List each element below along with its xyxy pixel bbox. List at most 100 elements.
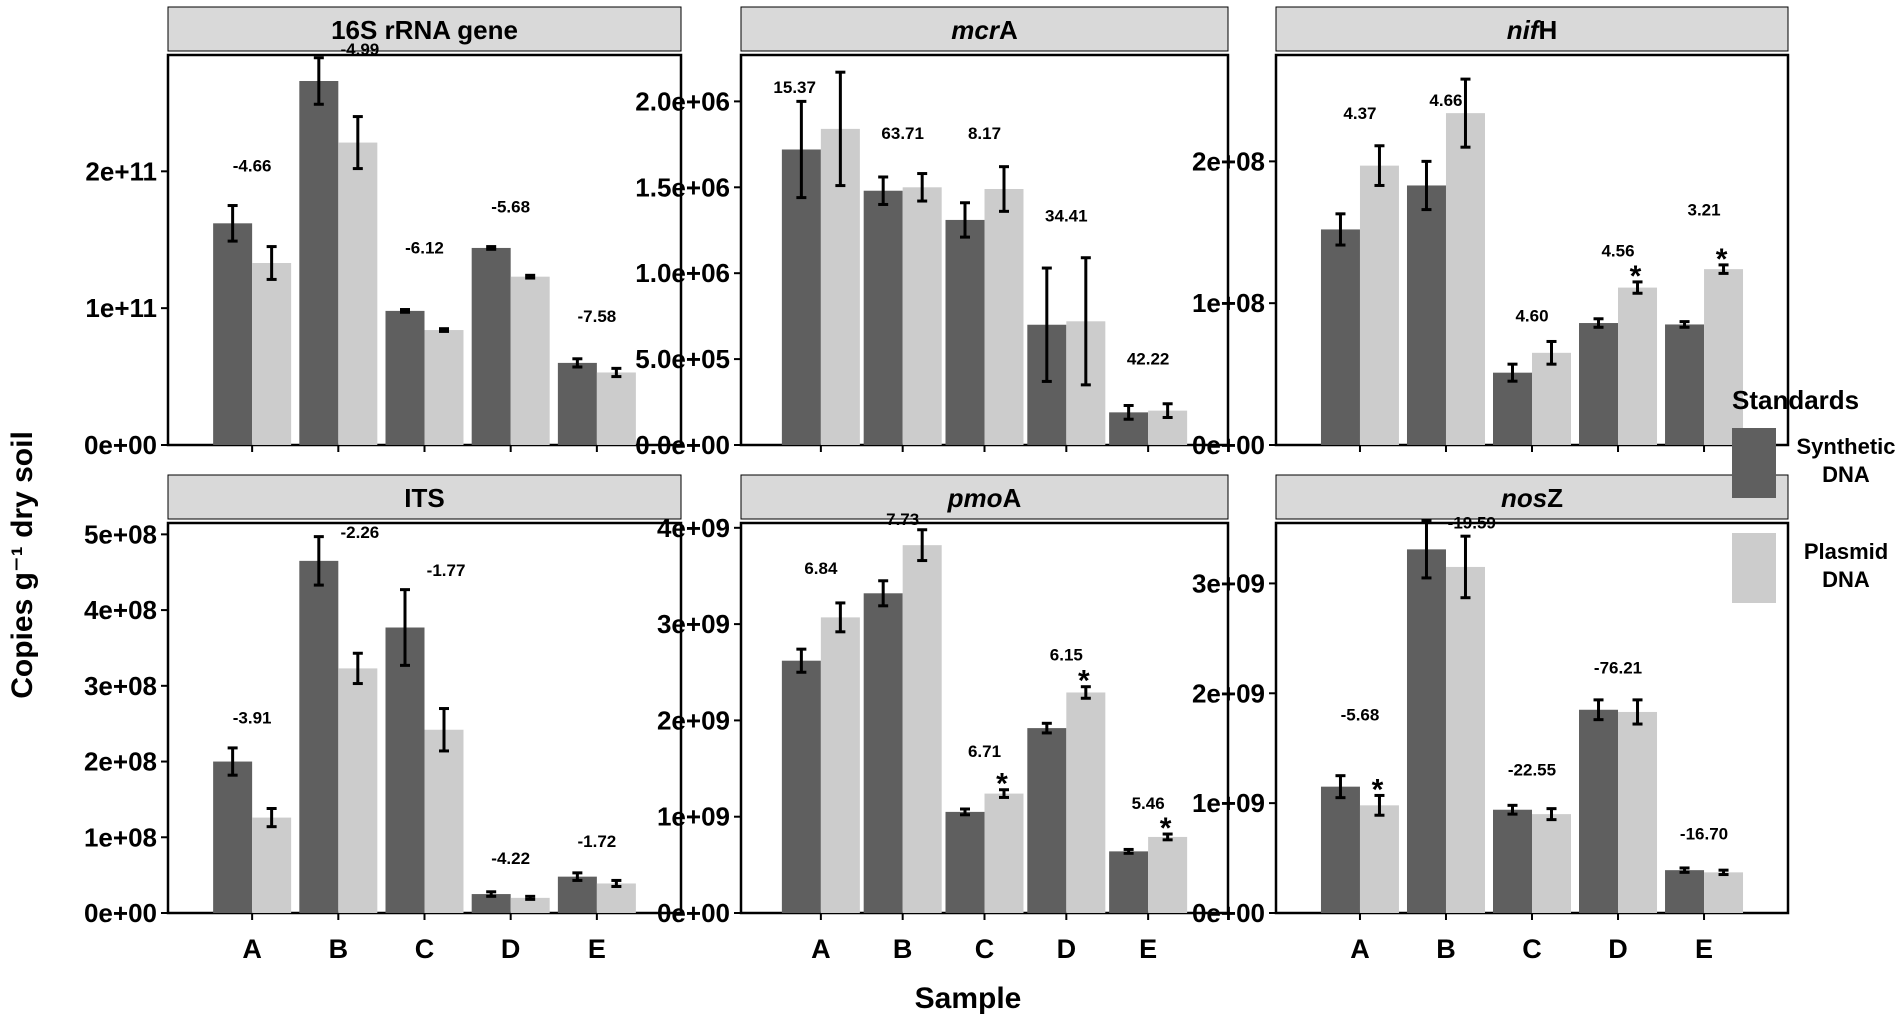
value-label: -2.26	[340, 523, 379, 542]
value-label: 6.71	[968, 742, 1001, 761]
significance-star: *	[1160, 812, 1172, 845]
bar-synthetic-c	[1493, 372, 1532, 445]
panel-strip	[740, 474, 1229, 520]
panel-strip	[1275, 474, 1789, 520]
bar-plasmid-c	[984, 189, 1024, 445]
legend-item-plasmid: Plasmid DNA	[1732, 533, 1888, 603]
bar-plasmid-b	[902, 545, 942, 913]
y-tick-label: 2e+11	[85, 156, 157, 186]
y-tick-label: 3e+08	[84, 671, 157, 701]
bar-plasmid-d	[510, 276, 550, 445]
panel-title: ITS	[404, 483, 444, 513]
significance-star: *	[1716, 243, 1728, 276]
value-label: 8.17	[968, 124, 1001, 143]
bar-synthetic-c	[945, 219, 985, 445]
value-label: 6.15	[1050, 646, 1083, 665]
panel-title: 16S rRNA gene	[331, 15, 518, 45]
panel-title: nifH	[1507, 15, 1558, 45]
panel-mcra: mcrA 0.0e+00 5.0e+05 1.0e+06 1.5e+06 2.0e+06 1…	[635, 6, 1230, 460]
bar-synthetic-e	[557, 876, 597, 913]
y-tick-label: 2e+09	[657, 705, 730, 735]
bar-plasmid-c	[424, 729, 464, 913]
x-axis-title: Sample	[915, 982, 1022, 1015]
panel-strip	[1275, 6, 1789, 52]
bar-synthetic-b	[1406, 185, 1446, 446]
bar-synthetic-c	[1493, 809, 1532, 913]
x-tick-label-a: A	[242, 934, 262, 964]
x-tick-label-a: A	[1350, 934, 1370, 964]
y-tick-label: 3e+09	[1192, 568, 1265, 598]
bar-synthetic-c	[945, 811, 985, 913]
legend-label: DNA	[1822, 462, 1870, 487]
panel-title: pmoA	[947, 483, 1022, 513]
x-tick-label-d: D	[1608, 934, 1628, 964]
y-tick-label: 1.5e+06	[635, 172, 730, 202]
value-label: 15.37	[773, 78, 816, 97]
bar-synthetic-b	[299, 560, 339, 913]
y-tick-label: 1e+11	[85, 293, 157, 323]
x-tick-label-d: D	[1057, 934, 1077, 964]
y-tick-label: 2e+08	[1192, 146, 1265, 176]
legend-key-swatch	[1732, 533, 1776, 603]
bar-plasmid-e	[596, 883, 636, 913]
bar-plasmid-e	[1704, 269, 1744, 445]
bar-synthetic-e	[557, 362, 597, 445]
bar-synthetic-d	[471, 247, 511, 445]
bar-plasmid-c	[984, 793, 1024, 913]
value-label: 3.21	[1687, 200, 1720, 219]
bar-synthetic-a	[213, 223, 253, 445]
significance-star: *	[1078, 665, 1090, 698]
value-label: 4.37	[1343, 104, 1376, 123]
value-label: -4.66	[233, 156, 272, 175]
y-tick-label: 1.0e+06	[635, 258, 730, 288]
bar-plasmid-e	[596, 372, 636, 445]
x-tick-label-c: C	[415, 934, 435, 964]
x-tick-label-e: E	[1695, 934, 1713, 964]
panel-16s-rrna-gene: 16S rRNA gene 0e+00 1e+11 2e+11 -4.66 -4.99 -6…	[84, 6, 683, 460]
bar-plasmid-e	[1148, 836, 1188, 913]
bar-synthetic-e	[1665, 324, 1705, 445]
value-label: -1.72	[577, 832, 616, 851]
bar-synthetic-d	[1579, 709, 1619, 913]
value-label: 5.46	[1132, 794, 1165, 813]
bar-plasmid-d	[1066, 692, 1106, 913]
bar-plasmid-b	[1445, 113, 1485, 446]
y-tick-label: 1e+08	[1192, 288, 1265, 318]
panel-its: ITS 0e+00 1e+08 2e+08 3e+08 4e+08 5e+08 -3.91 -2…	[84, 474, 683, 964]
value-label: 42.22	[1127, 349, 1170, 368]
panel-title: nosZ	[1501, 483, 1563, 513]
bar-synthetic-b	[863, 190, 903, 445]
panel-strip	[167, 474, 682, 520]
bar-plasmid-c	[1532, 814, 1571, 913]
legend: Standards Synthetic DNA Plasmid DNA	[1732, 385, 1896, 603]
value-label: -16.70	[1680, 824, 1728, 843]
bar-plasmid-d	[1618, 711, 1658, 913]
y-tick-label: 0e+00	[84, 430, 157, 460]
bar-synthetic-c	[385, 310, 425, 445]
value-label: -3.91	[233, 709, 272, 728]
x-tick-label-d: D	[501, 934, 521, 964]
x-tick-label-b: B	[893, 934, 913, 964]
value-label: -22.55	[1508, 761, 1556, 780]
bar-synthetic-e	[1109, 851, 1149, 913]
bar-plasmid-c	[1532, 352, 1571, 445]
value-label: -4.99	[340, 40, 379, 59]
y-tick-label: 0e+00	[657, 898, 730, 928]
bar-plasmid-e	[1704, 872, 1744, 913]
value-label: 6.84	[804, 559, 838, 578]
y-tick-label: 4e+08	[84, 595, 157, 625]
x-tick-label-a: A	[811, 934, 831, 964]
y-tick-label: 0e+00	[1192, 898, 1265, 928]
value-label: 4.66	[1429, 91, 1462, 110]
value-label: 4.60	[1515, 307, 1548, 326]
value-label: 7.73	[886, 510, 919, 529]
bar-plasmid-a	[1359, 165, 1399, 446]
significance-star: *	[1630, 260, 1642, 293]
legend-title: Standards	[1732, 385, 1859, 415]
y-tick-label: 5.0e+05	[635, 344, 730, 374]
x-tick-label-e: E	[588, 934, 606, 964]
x-tick-label-b: B	[1436, 934, 1456, 964]
bar-synthetic-b	[1406, 549, 1446, 913]
bar-plasmid-d	[1618, 287, 1658, 445]
